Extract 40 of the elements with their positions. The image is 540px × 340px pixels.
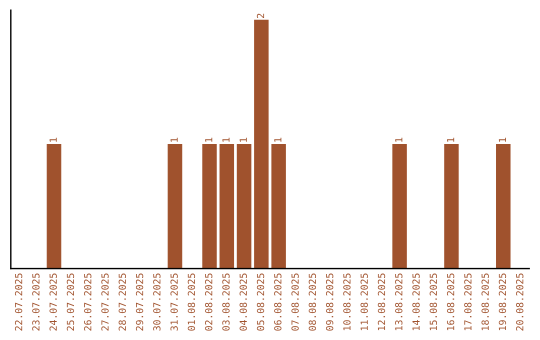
x-tick-label: 26.07.2025 <box>84 274 92 331</box>
x-tick-label: 01.08.2025 <box>188 274 196 331</box>
x-tick-label: 04.08.2025 <box>240 274 247 331</box>
x-tick-label: 10.08.2025 <box>343 274 351 330</box>
x-tick-label: 05.08.2025 <box>256 274 264 331</box>
data-label: 1 <box>205 138 212 142</box>
data-label: 1 <box>222 138 230 142</box>
x-tick-label: 29.07.2025 <box>136 274 144 331</box>
x-tick-label: 14.08.2025 <box>412 274 420 330</box>
x-tick-label: 19.08.2025 <box>498 274 506 330</box>
x-tick-label: 22.07.2025 <box>14 274 22 331</box>
x-tick-label: 03.08.2025 <box>222 274 230 331</box>
x-tick-label: 15.08.2025 <box>430 274 438 330</box>
data-label: 1 <box>395 138 402 142</box>
x-tick-label: 24.07.2025 <box>49 274 57 331</box>
x-tick-label: 25.07.2025 <box>66 274 74 331</box>
x-tick-label: 30.07.2025 <box>153 274 161 331</box>
x-tick-label: 28.07.2025 <box>118 274 126 331</box>
x-tick-label: 17.08.2025 <box>464 274 472 330</box>
x-tick-label: 11.08.2025 <box>360 274 368 330</box>
data-label: 1 <box>447 138 454 142</box>
data-label: 1 <box>498 138 506 142</box>
x-tick-label: 13.08.2025 <box>395 274 402 330</box>
x-tick-label: 07.08.2025 <box>291 274 299 331</box>
data-label: 1 <box>274 138 282 142</box>
x-tick-label: 12.08.2025 <box>378 274 386 330</box>
x-tick-label: 20.08.2025 <box>516 274 524 331</box>
data-label: 1 <box>50 138 57 142</box>
data-label: 2 <box>256 14 264 18</box>
x-tick-label: 31.07.2025 <box>170 274 178 331</box>
x-tick-label: 02.08.2025 <box>205 274 212 331</box>
x-tick-label: 09.08.2025 <box>326 274 334 331</box>
data-label: 1 <box>170 138 178 142</box>
x-tick-label: 08.08.2025 <box>308 274 316 331</box>
x-tick-label: 16.08.2025 <box>446 274 454 330</box>
x-tick-label: 23.07.2025 <box>32 274 40 331</box>
x-tick-label: 06.08.2025 <box>274 274 282 331</box>
x-tick-label: 27.07.2025 <box>101 274 109 331</box>
data-label: 1 <box>240 138 247 142</box>
x-tick-label: 18.08.2025 <box>481 274 489 330</box>
